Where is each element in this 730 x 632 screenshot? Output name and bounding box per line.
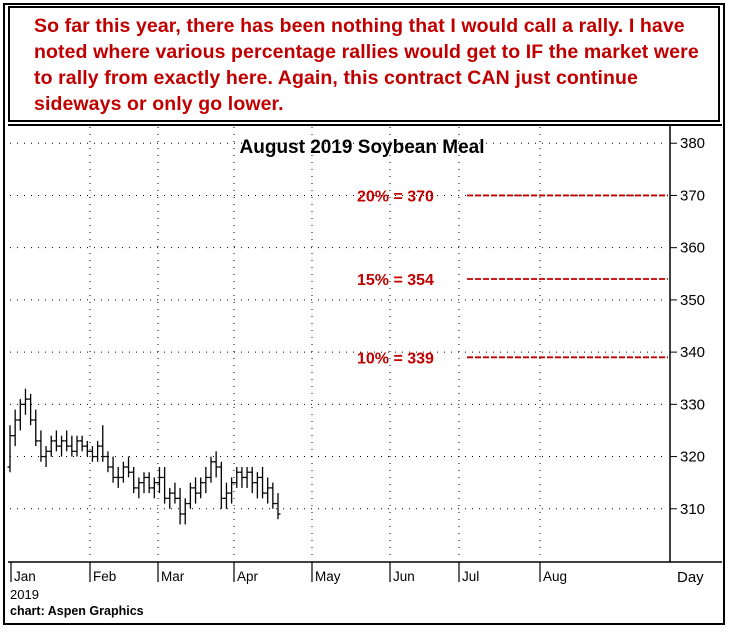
- ohlc-bar: [7, 425, 13, 473]
- ohlc-bar: [100, 425, 106, 462]
- ohlc-bar: [270, 482, 276, 509]
- ohlc-bar: [182, 498, 188, 525]
- ohlc-bar: [275, 493, 281, 520]
- ohlc-bar: [95, 440, 101, 462]
- ohlc-bar: [48, 435, 54, 457]
- ohlc-bar: [187, 482, 193, 509]
- ohlc-bar: [213, 451, 219, 478]
- grid-lines: [10, 127, 668, 560]
- price-bars: [7, 388, 281, 525]
- ohlc-bar: [131, 467, 137, 494]
- ohlc-bar: [28, 393, 34, 426]
- price-axis: 310 320 330 340 350 360 370 380: [670, 135, 705, 518]
- ohlc-bar: [249, 467, 255, 494]
- ohlc-bar: [151, 477, 157, 499]
- ohlc-bar: [59, 435, 65, 457]
- ohlc-bar: [33, 409, 39, 447]
- ohlc-bar: [84, 440, 90, 457]
- ohlc-bar: [79, 435, 85, 452]
- ohlc-bar: [265, 477, 271, 504]
- commentary-note: So far this year, there has been nothing…: [8, 6, 720, 122]
- month-label: Aug: [543, 569, 567, 584]
- month-axis: Jan Feb Mar Apr May Jun Jul Aug: [10, 562, 567, 584]
- y-tick-label: 310: [680, 501, 705, 518]
- rally-annotations: 20% = 370 15% = 354 10% = 339: [357, 188, 668, 367]
- ohlc-bar: [244, 467, 250, 488]
- chart-title: August 2019 Soybean Meal: [240, 137, 485, 158]
- year-label: 2019: [10, 587, 39, 602]
- ohlc-bar: [167, 487, 173, 509]
- ohlc-bar: [162, 467, 168, 504]
- ohlc-bar: [177, 487, 183, 525]
- ohlc-bar: [22, 388, 28, 415]
- ohlc-bar: [218, 461, 224, 509]
- ohlc-bar: [105, 451, 111, 473]
- month-label: Apr: [237, 569, 259, 584]
- y-tick-label: 350: [680, 292, 705, 309]
- annotation-label: 20% = 370: [357, 188, 434, 205]
- ohlc-bar: [110, 456, 116, 483]
- ohlc-bar: [136, 477, 142, 499]
- ohlc-bar: [120, 461, 126, 483]
- month-label: Mar: [161, 569, 185, 584]
- y-tick-label: 380: [680, 135, 705, 152]
- x-unit-label: Day: [677, 569, 704, 586]
- ohlc-bar: [172, 482, 178, 504]
- month-label: May: [315, 569, 341, 584]
- annotation-label: 15% = 354: [357, 272, 434, 289]
- month-label: Jun: [393, 569, 415, 584]
- ohlc-bar: [254, 472, 260, 499]
- month-label: Feb: [93, 569, 116, 584]
- y-tick-label: 320: [680, 449, 705, 466]
- ohlc-bar: [89, 446, 95, 462]
- ohlc-bar: [239, 467, 245, 488]
- ohlc-bar: [38, 430, 44, 462]
- month-label: Jan: [14, 569, 36, 584]
- ohlc-bar: [146, 472, 152, 494]
- month-label: Jul: [462, 569, 479, 584]
- y-tick-label: 340: [680, 344, 705, 361]
- ohlc-bar: [141, 472, 147, 494]
- annotation-label: 10% = 339: [357, 350, 434, 367]
- ohlc-bar: [64, 430, 70, 452]
- y-tick-label: 360: [680, 240, 705, 257]
- ohlc-bar: [115, 467, 121, 488]
- ohlc-bar: [43, 446, 49, 467]
- ohlc-bar: [229, 477, 235, 504]
- ohlc-bar: [74, 435, 80, 457]
- ohlc-bar: [234, 467, 240, 488]
- ohlc-bar: [17, 399, 23, 431]
- source-label: chart: Aspen Graphics: [10, 604, 144, 618]
- chart-frame: [3, 3, 725, 625]
- ohlc-bar: [260, 467, 266, 499]
- ohlc-bar: [53, 430, 59, 452]
- ohlc-bar: [156, 467, 162, 494]
- ohlc-bar: [69, 435, 75, 457]
- ohlc-bar: [223, 482, 229, 509]
- ohlc-bar: [193, 477, 199, 504]
- y-tick-label: 330: [680, 396, 705, 413]
- ohlc-bar: [198, 477, 204, 499]
- ohlc-bar: [208, 456, 214, 483]
- ohlc-bar: [126, 456, 132, 478]
- ohlc-bar: [12, 409, 18, 447]
- ohlc-bar: [203, 467, 209, 494]
- y-tick-label: 370: [680, 187, 705, 204]
